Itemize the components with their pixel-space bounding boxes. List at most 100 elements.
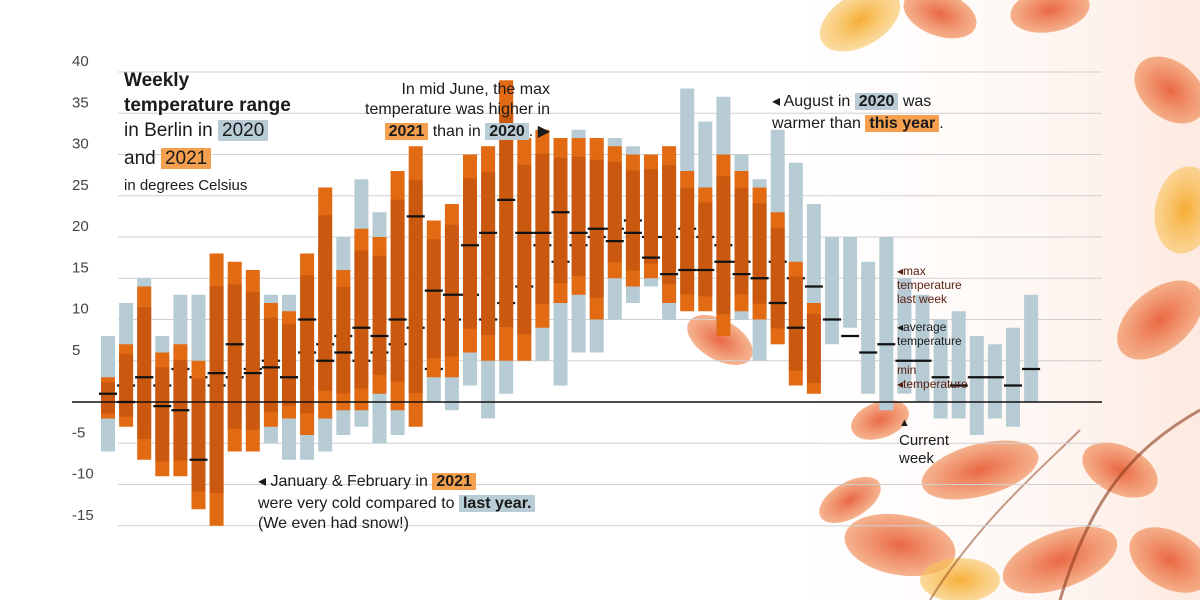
range-bar-core (137, 307, 152, 439)
range-bar-core (625, 170, 640, 271)
range-bar-core (372, 255, 387, 375)
range-bar-core (336, 286, 351, 394)
jan-text: ◂ January & February in (258, 473, 428, 490)
range-bar-core (770, 228, 785, 329)
range-bar-core (426, 239, 441, 359)
y-tick-label: 35 (72, 94, 89, 111)
range-bar (915, 294, 930, 402)
legend-max-line3: last week (897, 292, 948, 306)
june-year-2020: 2020 (485, 123, 529, 140)
august-this-year: this year (865, 115, 940, 132)
y-tick-label: 15 (72, 259, 89, 276)
june-line1: In mid June, the max (401, 81, 550, 98)
title-text-in-berlin: in Berlin in (124, 120, 213, 141)
range-bar-core (119, 354, 134, 417)
range-bar (987, 344, 1002, 419)
jan-last-year: last year. (458, 495, 536, 512)
title-line3: in Berlin in 2020 (124, 118, 291, 143)
current-week-line2: week (899, 450, 935, 467)
range-bar-core (155, 367, 170, 462)
leaf-12 (1002, 526, 1118, 594)
leaf-3 (1010, 0, 1090, 33)
legend-avg-line2: temperature (897, 334, 962, 348)
range-bar-core (752, 203, 767, 304)
y-tick-label: -10 (72, 466, 94, 483)
leaf-6 (1117, 280, 1200, 360)
jan-line2: were very cold compared to last year. (258, 494, 536, 514)
jan-year-2021: 2021 (432, 473, 476, 490)
legend-average: ◂average temperature (897, 320, 962, 348)
range-bar-core (644, 169, 658, 264)
leaf-1 (819, 0, 901, 52)
range-bar-core (444, 224, 459, 357)
august-end: . (939, 115, 944, 132)
autumn-leaves-decoration (687, 0, 1200, 600)
range-bar-core (408, 179, 423, 394)
range-bar-core (716, 176, 731, 315)
range-bar (1024, 294, 1039, 402)
annotation-august: ◂ August in 2020 was warmer than this ye… (772, 92, 944, 134)
range-bar-core (680, 187, 695, 295)
june-line3: 2021 than in 2020. ▶ (352, 122, 550, 142)
leaf-2 (903, 0, 977, 39)
annotation-january: ◂ January & February in 2021 were very c… (258, 472, 536, 534)
june-year-2021: 2021 (384, 123, 429, 140)
range-bar (933, 319, 948, 419)
june-mid: than in (432, 123, 481, 140)
title-text-and: and (124, 148, 156, 169)
range-bar-core (788, 276, 803, 371)
range-bar-core (517, 164, 532, 335)
august-line1: ◂ August in 2020 was (772, 92, 944, 112)
y-tick-label: 40 (72, 53, 89, 70)
current-week-line1: Current (899, 432, 950, 449)
range-bar-core (101, 382, 115, 414)
range-bar (879, 237, 894, 411)
range-bar-core (553, 157, 568, 284)
legend-max: ◂max temperature last week (897, 264, 962, 306)
y-tick-label: 10 (72, 301, 89, 318)
chart-title: Weekly temperature range in Berlin in 20… (124, 68, 291, 198)
title-line1: Weekly (124, 70, 190, 91)
jan-snow: (We even had snow!) (258, 515, 409, 532)
range-bar-core (734, 187, 749, 295)
y-tick-label: 20 (72, 218, 89, 235)
leaf-13 (1129, 527, 1200, 593)
range-bar-core (662, 165, 677, 285)
title-line2: temperature range (124, 95, 291, 116)
range-bar-core (209, 286, 224, 494)
range-bar-core (481, 171, 496, 336)
range-bar (1006, 327, 1020, 427)
range-bar-core (390, 199, 405, 382)
range-bar (969, 336, 984, 435)
title-year-2020: 2020 (218, 120, 269, 141)
range-bar (861, 261, 876, 394)
branch-2 (929, 429, 1081, 600)
current-week-arrow-icon: ▲ (899, 417, 910, 429)
range-bar-core (282, 324, 296, 406)
y-tick-label: 30 (72, 136, 89, 153)
leaf-11 (844, 513, 956, 577)
range-bar-core (318, 215, 333, 391)
y-axis-ticks: 40 35 30 25 20 15 10 5 -5 -10 -15 (72, 53, 94, 524)
legend-avg-line1: ◂average (897, 320, 947, 334)
leaf-7 (687, 315, 753, 365)
legend-min-line2: ◂temperature (897, 377, 968, 391)
series-2021-bars (99, 80, 821, 526)
y-tick-label: -5 (72, 424, 85, 441)
title-year-2021: 2021 (160, 148, 212, 169)
annotation-june: In mid June, the max temperature was hig… (352, 80, 550, 142)
legend-min: min ◂temperature (897, 363, 968, 391)
range-bar-core (227, 284, 242, 429)
current-week-label: ▲ Current week (899, 414, 949, 468)
y-tick-label: 25 (72, 177, 89, 194)
jan-compared: were very cold compared to (258, 495, 455, 512)
june-line2: temperature was higher in (365, 101, 550, 118)
august-start: ◂ August in (772, 93, 851, 110)
august-year-2020: 2020 (854, 93, 899, 110)
legend-max-line2: temperature (897, 278, 962, 292)
range-bar-core (806, 313, 821, 383)
range-bar-core (607, 162, 622, 263)
chart-subtitle: in degrees Celsius (124, 177, 248, 194)
leaf-5 (1154, 166, 1200, 254)
branch-1 (1058, 408, 1200, 600)
